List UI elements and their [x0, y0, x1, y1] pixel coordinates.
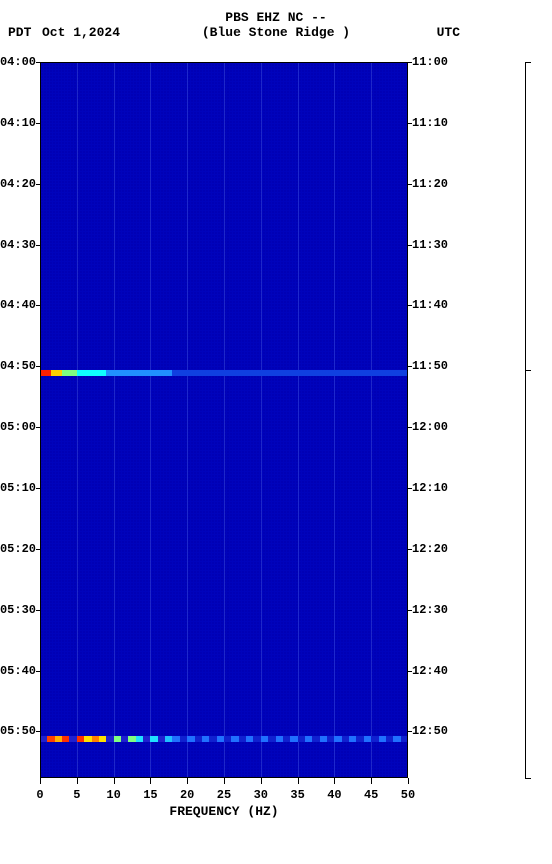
y-tick-right: 12:10: [412, 481, 448, 495]
x-tick-label: 20: [180, 788, 194, 802]
y-tick-left: 04:30: [0, 238, 36, 252]
chart-header: PBS EHZ NC -- PDT Oct 1,2024 (Blue Stone…: [0, 10, 552, 43]
y-tick-right: 11:20: [412, 177, 448, 191]
y-tick-left: 05:50: [0, 724, 36, 738]
x-tick-label: 0: [36, 788, 43, 802]
y-tick-left: 05:00: [0, 420, 36, 434]
title-line1: PBS EHZ NC --: [0, 10, 552, 25]
y-tick-right: 12:00: [412, 420, 448, 434]
y-tick-left: 05:40: [0, 664, 36, 678]
y-tick-right: 12:30: [412, 603, 448, 617]
y-tick-left: 04:10: [0, 116, 36, 130]
y-tick-right: 12:40: [412, 664, 448, 678]
x-tick-label: 30: [254, 788, 268, 802]
x-tick-label: 45: [364, 788, 378, 802]
y-tick-left: 04:00: [0, 55, 36, 69]
right-timezone: UTC: [437, 25, 460, 40]
y-tick-right: 11:40: [412, 298, 448, 312]
y-tick-right: 11:30: [412, 238, 448, 252]
x-tick-label: 40: [327, 788, 341, 802]
y-tick-left: 05:30: [0, 603, 36, 617]
x-tick-label: 35: [290, 788, 304, 802]
x-tick-label: 5: [73, 788, 80, 802]
spectrogram-canvas: [40, 62, 408, 778]
spectral-event: [40, 370, 408, 376]
y-tick-right: 12:50: [412, 724, 448, 738]
x-tick-label: 10: [106, 788, 120, 802]
y-tick-right: 11:50: [412, 359, 448, 373]
x-axis-label: FREQUENCY (HZ): [40, 804, 408, 819]
x-tick-label: 50: [401, 788, 415, 802]
y-tick-right: 12:20: [412, 542, 448, 556]
spectral-event: [40, 736, 408, 742]
spectrogram-plot: 04:0011:0004:1011:1004:2011:2004:3011:30…: [40, 62, 408, 778]
y-tick-left: 04:40: [0, 298, 36, 312]
y-tick-left: 04:20: [0, 177, 36, 191]
y-tick-right: 11:10: [412, 116, 448, 130]
title-line2: (Blue Stone Ridge ): [0, 25, 552, 40]
y-tick-right: 11:00: [412, 55, 448, 69]
x-tick-label: 25: [217, 788, 231, 802]
x-tick-label: 15: [143, 788, 157, 802]
y-tick-left: 05:20: [0, 542, 36, 556]
y-tick-left: 04:50: [0, 359, 36, 373]
y-tick-left: 05:10: [0, 481, 36, 495]
scale-bar: [525, 62, 526, 778]
